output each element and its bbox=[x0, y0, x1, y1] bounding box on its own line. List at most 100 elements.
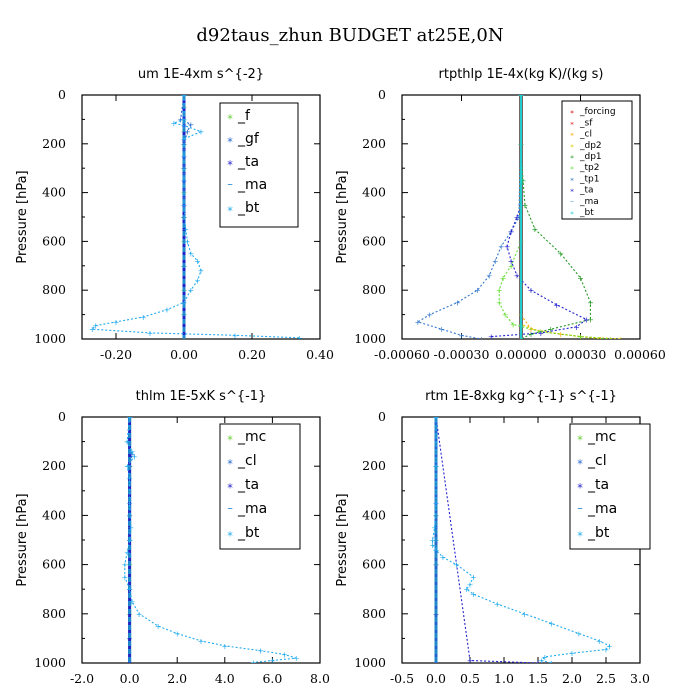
series-point: + bbox=[596, 637, 603, 646]
series-point: + bbox=[181, 335, 188, 344]
series-point: + bbox=[181, 91, 188, 100]
series-point: + bbox=[182, 225, 189, 234]
legend-label: _mc bbox=[237, 429, 266, 445]
series-point: + bbox=[92, 322, 99, 331]
x-tick-label: 0.5 bbox=[460, 671, 480, 686]
y-tick-label: 200 bbox=[362, 458, 386, 473]
series-point: + bbox=[126, 413, 133, 422]
series-point: + bbox=[181, 115, 188, 124]
series-point: + bbox=[181, 91, 188, 100]
series-point: + bbox=[514, 213, 521, 222]
series-point: + bbox=[504, 242, 511, 251]
series-point: + bbox=[548, 659, 555, 668]
series-point: + bbox=[129, 447, 136, 456]
series-point: + bbox=[181, 298, 188, 307]
series-point: + bbox=[521, 610, 528, 619]
series-point: + bbox=[121, 573, 128, 582]
legend-box bbox=[569, 423, 651, 550]
series-point: + bbox=[433, 413, 440, 422]
panel-title: rtpthlp 1E-4x(kg K)/(kg s) bbox=[439, 67, 604, 82]
figure-title: d92taus_zhun BUDGET at25E,0N bbox=[196, 25, 503, 46]
y-tick-label: 200 bbox=[42, 136, 66, 151]
x-tick-label: -0.00030 bbox=[434, 347, 490, 362]
series-point: + bbox=[433, 659, 440, 668]
chart-panels: um 1E-4xm s^{-2} Pressure [hPa] 0 200 400 600… bbox=[15, 67, 666, 686]
x-tick-label: 0.0 bbox=[426, 671, 446, 686]
legend-swatch: ⁎ bbox=[570, 174, 574, 183]
legend: ⁎ _forcing ⁎ _sf ⁎ _cl ⁎ _dp2 ⁎ _dp1 ⁎ _tp2 ⁎ _tp1 ⁎ _t… bbox=[561, 100, 633, 220]
legend-label: _mc bbox=[587, 429, 616, 445]
series-point: + bbox=[187, 286, 194, 295]
y-tick-label: 200 bbox=[362, 136, 386, 151]
legend-label: _bt bbox=[579, 208, 594, 218]
y-tick-label: 0 bbox=[378, 409, 386, 424]
y-tick-label: 800 bbox=[42, 282, 66, 297]
legend-swatch: ⁎ bbox=[570, 185, 574, 194]
series-point: + bbox=[617, 335, 624, 344]
series-point: + bbox=[293, 654, 300, 663]
y-axis-label: Pressure [hPa] bbox=[15, 493, 30, 586]
legend-swatch: ⁎ bbox=[570, 163, 574, 172]
series-point: + bbox=[433, 546, 440, 555]
x-tick-label: -0.00060 bbox=[374, 347, 430, 362]
series-point: + bbox=[597, 335, 604, 344]
series-point: + bbox=[164, 306, 171, 315]
x-tick-label: 1.5 bbox=[528, 671, 548, 686]
legend: ⁎ _f ⁎ _gf ⁎ _ta– _ma ⁎ _bt bbox=[219, 102, 299, 228]
series-point: + bbox=[537, 328, 544, 337]
y-tick-label: 600 bbox=[362, 233, 386, 248]
series-point: + bbox=[438, 325, 445, 334]
x-tick-label: 2.0 bbox=[562, 671, 582, 686]
x-tick-label: 2.5 bbox=[596, 671, 616, 686]
legend-box bbox=[561, 100, 633, 220]
legend-label: _dp2 bbox=[579, 141, 602, 151]
y-tick-label: 400 bbox=[362, 185, 386, 200]
legend-label: _bt bbox=[237, 200, 260, 216]
series-point: + bbox=[129, 598, 136, 607]
panel-title: thlm 1E-5xK s^{-1} bbox=[136, 389, 267, 404]
series-point: + bbox=[124, 438, 131, 447]
series-point: + bbox=[126, 585, 133, 594]
legend-swatch: ⁎ bbox=[570, 118, 574, 127]
series-point: + bbox=[606, 642, 613, 651]
series-point: + bbox=[429, 541, 436, 550]
x-tick-label: -0.20 bbox=[100, 347, 132, 362]
legend-swatch: – bbox=[577, 502, 583, 515]
series-point: + bbox=[508, 257, 515, 266]
series-point: + bbox=[155, 622, 162, 631]
series-point: + bbox=[140, 313, 147, 322]
y-tick-label: 600 bbox=[42, 557, 66, 572]
series-line-bt bbox=[124, 417, 297, 663]
series-point: + bbox=[488, 333, 495, 342]
series-point: + bbox=[520, 176, 527, 185]
panel-title: rtm 1E-8xkg kg^{-1} s^{-1} bbox=[425, 389, 617, 404]
series-point: + bbox=[429, 536, 436, 545]
series-point: + bbox=[198, 128, 205, 137]
series-point: + bbox=[126, 413, 133, 422]
series-point: + bbox=[269, 657, 276, 666]
series-point: + bbox=[508, 228, 515, 237]
legend-swatch: ⁎ bbox=[227, 430, 233, 443]
x-tick-label: 0.00060 bbox=[614, 347, 666, 362]
series-point: + bbox=[194, 276, 201, 285]
series-point: + bbox=[198, 267, 205, 276]
series-point: + bbox=[121, 561, 128, 570]
series-point: + bbox=[587, 298, 594, 307]
series-point: + bbox=[126, 536, 133, 545]
legend-label: _forcing bbox=[579, 107, 616, 117]
series-point: + bbox=[467, 580, 474, 589]
y-axis-label: Pressure [hPa] bbox=[15, 170, 30, 263]
legend-swatch: ⁎ bbox=[577, 478, 583, 491]
legend-label: _tp2 bbox=[579, 163, 599, 173]
y-tick-label: 0 bbox=[58, 87, 66, 102]
series-point: + bbox=[187, 250, 194, 259]
y-tick-label: 600 bbox=[42, 233, 66, 248]
legend-label: _ta bbox=[587, 477, 609, 493]
series-point: + bbox=[194, 257, 201, 266]
x-tick-label: -0.5 bbox=[390, 671, 414, 686]
legend-swatch: ⁎ bbox=[227, 478, 233, 491]
legend-swatch: – bbox=[227, 178, 233, 191]
y-tick-label: 200 bbox=[42, 458, 66, 473]
series-point: + bbox=[181, 135, 188, 144]
series-point: + bbox=[433, 536, 440, 545]
